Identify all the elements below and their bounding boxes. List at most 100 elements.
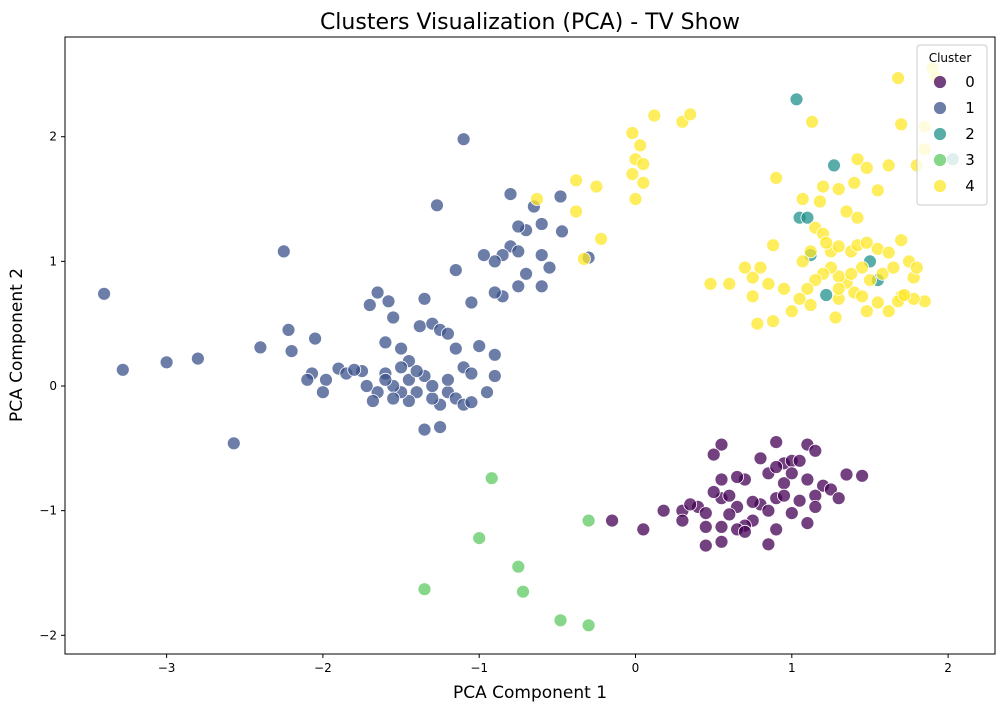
- data-point-cluster-0: [761, 537, 776, 552]
- data-point-cluster-4: [855, 260, 869, 275]
- legend-title: Cluster: [929, 51, 972, 65]
- data-point-cluster-1: [115, 362, 130, 377]
- data-point-cluster-4: [875, 266, 890, 281]
- data-point-cluster-4: [816, 179, 830, 194]
- legend: Cluster 0 1 2 3 4: [916, 44, 988, 206]
- data-point-cluster-1: [487, 285, 502, 300]
- data-point-cluster-1: [464, 395, 479, 410]
- data-point-cluster-1: [359, 379, 374, 393]
- data-point-cluster-4: [683, 107, 698, 122]
- data-point-cluster-0: [784, 506, 799, 520]
- data-point-cluster-4: [594, 231, 608, 246]
- data-point-cluster-1: [555, 224, 569, 239]
- data-point-cluster-1: [553, 189, 568, 204]
- data-point-cluster-4: [847, 175, 862, 190]
- y-tick-label: −2: [39, 628, 57, 642]
- data-point-cluster-0: [753, 451, 768, 466]
- data-point-cluster-2: [800, 210, 815, 225]
- legend-marker-cluster-0: [933, 75, 947, 89]
- plot-frame: [64, 36, 996, 655]
- data-point-cluster-1: [401, 372, 416, 387]
- data-point-cluster-4: [808, 273, 823, 288]
- legend-label-cluster-3: 3: [965, 151, 975, 169]
- data-point-cluster-1: [542, 260, 557, 275]
- data-point-cluster-4: [753, 260, 768, 275]
- data-point-cluster-0: [792, 493, 807, 508]
- data-point-cluster-2: [819, 288, 834, 302]
- data-point-cluster-3: [417, 582, 432, 597]
- data-point-cluster-4: [909, 260, 924, 275]
- y-tick-label: 1: [49, 254, 57, 268]
- data-point-cluster-4: [897, 288, 912, 302]
- data-point-cluster-1: [362, 298, 377, 312]
- data-point-cluster-4: [800, 281, 815, 296]
- data-point-cluster-0: [722, 507, 737, 522]
- data-point-cluster-0: [730, 470, 744, 484]
- data-point-cluster-4: [881, 304, 896, 319]
- data-point-cluster-3: [472, 531, 487, 545]
- y-tick-label: −1: [39, 504, 57, 518]
- data-point-cluster-1: [534, 217, 549, 231]
- data-point-cluster-4: [792, 291, 807, 306]
- data-point-cluster-0: [831, 491, 846, 506]
- data-point-cluster-4: [589, 179, 604, 194]
- points-layer: [97, 61, 960, 633]
- data-point-cluster-4: [803, 244, 818, 259]
- data-point-cluster-1: [347, 362, 362, 377]
- data-point-cluster-4: [881, 158, 896, 173]
- data-point-cluster-0: [800, 472, 815, 487]
- data-point-cluster-1: [315, 385, 330, 400]
- data-point-cluster-1: [430, 198, 444, 213]
- data-point-cluster-4: [625, 126, 640, 140]
- data-point-cluster-1: [394, 360, 409, 375]
- data-point-cluster-0: [800, 516, 815, 530]
- data-point-cluster-1: [386, 310, 401, 325]
- data-point-cluster-4: [633, 138, 648, 153]
- data-point-cluster-1: [448, 341, 463, 356]
- y-tick-label: 0: [49, 379, 57, 393]
- data-point-cluster-1: [409, 385, 424, 400]
- x-tick-label: 1: [788, 661, 796, 675]
- data-point-cluster-4: [628, 192, 643, 206]
- data-point-cluster-1: [401, 394, 416, 408]
- data-point-cluster-3: [516, 584, 530, 599]
- data-point-cluster-4: [795, 192, 810, 206]
- legend-label-cluster-0: 0: [965, 73, 975, 91]
- data-point-cluster-1: [253, 340, 268, 355]
- data-point-cluster-4: [831, 281, 846, 296]
- data-point-cluster-0: [714, 472, 729, 487]
- legend-label-cluster-1: 1: [965, 99, 975, 117]
- data-point-cluster-1: [472, 339, 487, 354]
- data-point-cluster-1: [534, 248, 549, 263]
- data-point-cluster-1: [519, 266, 533, 281]
- data-point-cluster-1: [417, 291, 432, 306]
- data-point-cluster-1: [487, 347, 502, 362]
- data-point-cluster-4: [569, 204, 583, 219]
- data-point-cluster-1: [425, 379, 440, 393]
- data-point-cluster-1: [476, 248, 491, 263]
- data-point-cluster-3: [581, 618, 596, 633]
- data-point-cluster-0: [706, 485, 721, 499]
- data-point-cluster-4: [784, 304, 799, 319]
- data-point-cluster-4: [745, 289, 760, 304]
- legend-marker-cluster-1: [933, 101, 947, 115]
- data-point-cluster-1: [381, 294, 396, 309]
- data-point-cluster-0: [698, 506, 713, 520]
- data-point-cluster-1: [365, 394, 380, 408]
- data-point-cluster-4: [859, 235, 874, 250]
- data-point-cluster-4: [625, 167, 640, 182]
- data-point-cluster-4: [855, 289, 869, 304]
- data-point-cluster-4: [745, 270, 760, 285]
- x-tick-label: 2: [944, 661, 952, 675]
- x-tick-label: 0: [632, 661, 640, 675]
- data-point-cluster-0: [675, 513, 690, 528]
- data-point-cluster-3: [581, 513, 596, 528]
- legend-label-cluster-2: 2: [965, 125, 975, 143]
- data-point-cluster-0: [777, 488, 791, 503]
- data-point-cluster-0: [769, 460, 784, 474]
- data-point-cluster-4: [819, 235, 834, 250]
- data-point-cluster-1: [440, 326, 455, 341]
- data-point-cluster-0: [824, 482, 838, 497]
- data-point-cluster-1: [412, 319, 427, 334]
